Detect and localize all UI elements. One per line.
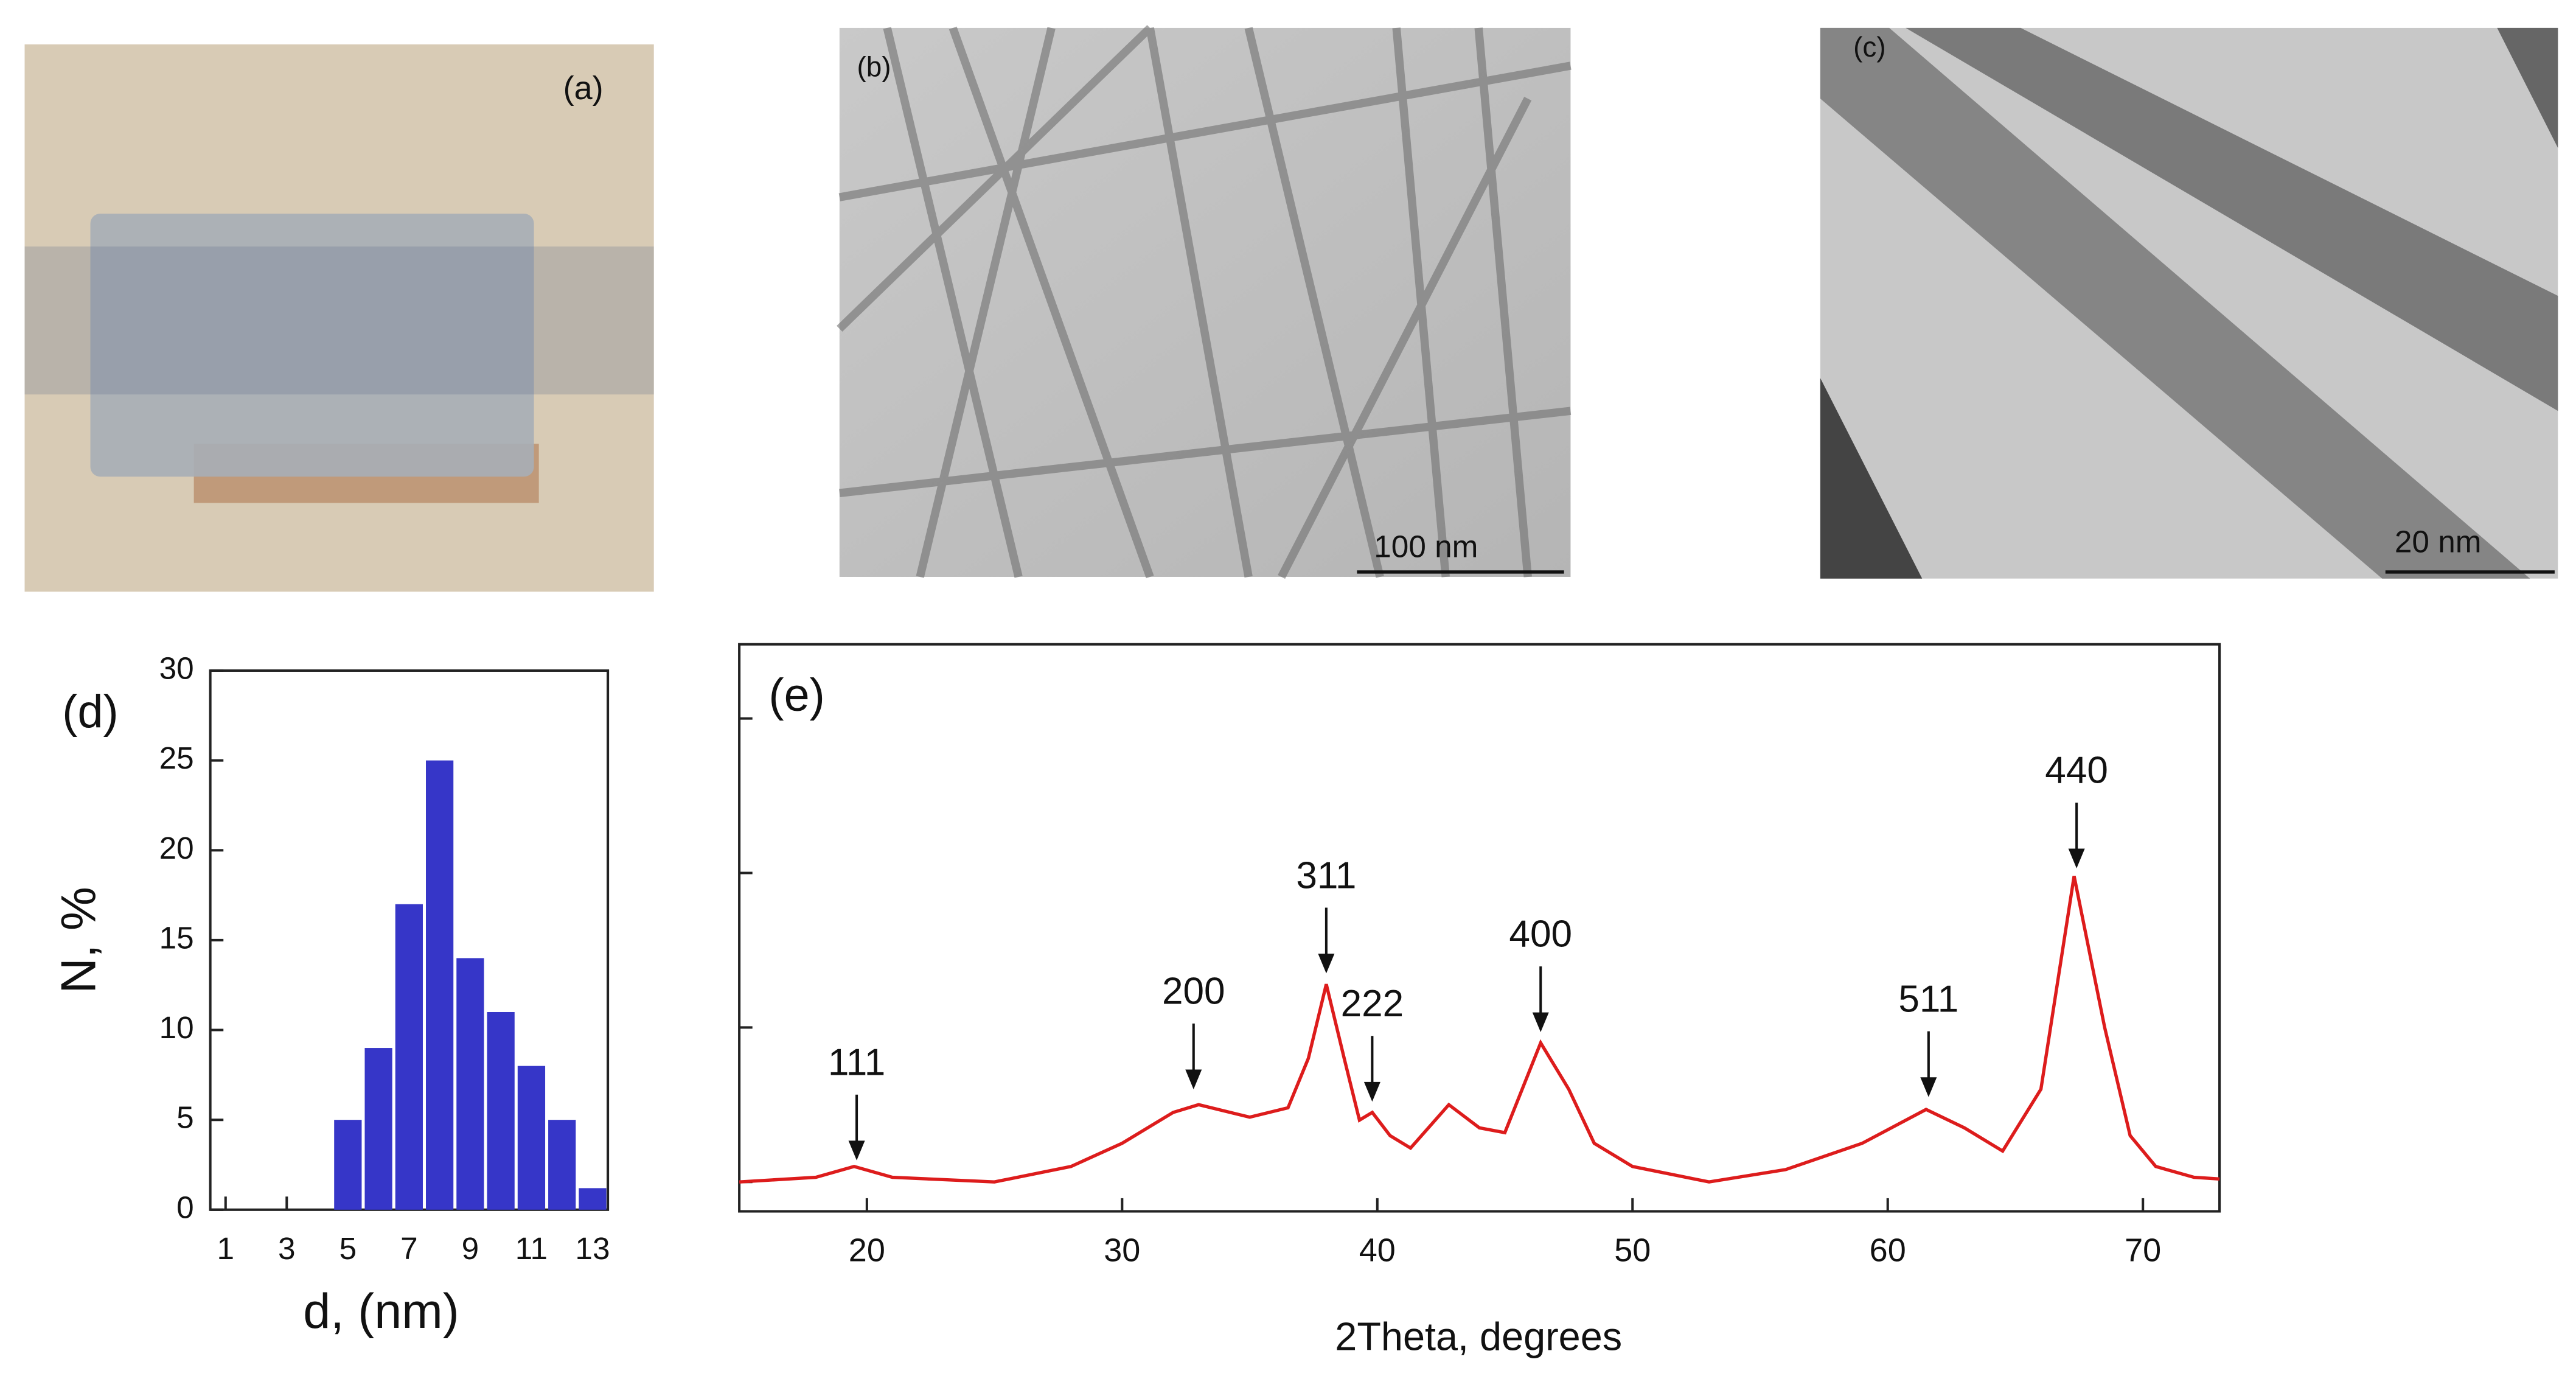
y-tick-label: 15: [159, 920, 194, 955]
x-axis-label: 2Theta, degrees: [1335, 1314, 1622, 1358]
annotation-label: 222: [1341, 983, 1404, 1025]
y-tick-label: 10: [159, 1010, 194, 1045]
bar: [395, 904, 423, 1210]
bar: [548, 1120, 576, 1210]
arrow-head: [2068, 848, 2085, 868]
bar: [456, 958, 484, 1210]
bar: [579, 1188, 607, 1210]
xrd-curve: [739, 876, 2220, 1184]
arrow-head: [1532, 1012, 1549, 1032]
plot-frame: [738, 643, 2221, 1213]
arrow-head: [1920, 1077, 1937, 1097]
bar: [426, 760, 454, 1210]
arrow-head: [1185, 1069, 1202, 1089]
scale-bar-label: 20 nm: [2395, 525, 2482, 559]
annotation-label: 111: [828, 1041, 885, 1083]
x-tick-label: 11: [515, 1231, 548, 1266]
panel-label: (a): [563, 70, 604, 106]
y-tick-label: 20: [159, 831, 194, 865]
arrow-head: [848, 1140, 865, 1161]
panel-label: (d): [62, 686, 118, 738]
y-tick-label: 5: [176, 1100, 194, 1135]
x-tick-label: 5: [339, 1231, 357, 1266]
x-tick-label: 70: [2125, 1232, 2161, 1268]
y-tick-label: 0: [176, 1190, 194, 1224]
panel-label: (e): [768, 670, 824, 721]
x-tick-label: 30: [1104, 1232, 1140, 1268]
x-tick-label: 3: [278, 1231, 296, 1266]
x-tick-label: 13: [575, 1231, 610, 1266]
photo-a: [24, 44, 654, 592]
photo-b: [837, 25, 1572, 579]
x-tick-label: 9: [462, 1231, 479, 1266]
x-tick-label: 20: [849, 1232, 885, 1268]
annotation-label: 440: [2045, 750, 2108, 792]
x-tick-label: 40: [1359, 1232, 1396, 1268]
bar: [334, 1120, 362, 1210]
arrow-head: [1318, 954, 1335, 974]
arrow-head: [1363, 1081, 1380, 1102]
annotation-label: 400: [1509, 913, 1572, 955]
x-tick-label: 1: [217, 1231, 235, 1266]
x-tick-label: 50: [1614, 1232, 1651, 1268]
x-tick-label: 7: [400, 1231, 418, 1266]
x-axis-label: d, (nm): [303, 1284, 459, 1339]
y-tick-label: 25: [159, 741, 194, 775]
annotation-label: 200: [1162, 971, 1225, 1013]
panel-label: (b): [857, 51, 891, 83]
scale-bar-label: 100 nm: [1374, 529, 1478, 564]
panel-label: (c): [1853, 31, 1886, 63]
annotation-label: 311: [1296, 854, 1356, 896]
photo-c: [1820, 27, 2558, 579]
bar: [517, 1066, 546, 1210]
x-tick-label: 60: [1870, 1232, 1906, 1268]
annotation-label: 511: [1898, 978, 1958, 1020]
bar: [364, 1048, 392, 1210]
y-tick-label: 30: [159, 651, 194, 685]
y-axis-label: N, %: [51, 887, 106, 994]
bar: [487, 1011, 515, 1210]
